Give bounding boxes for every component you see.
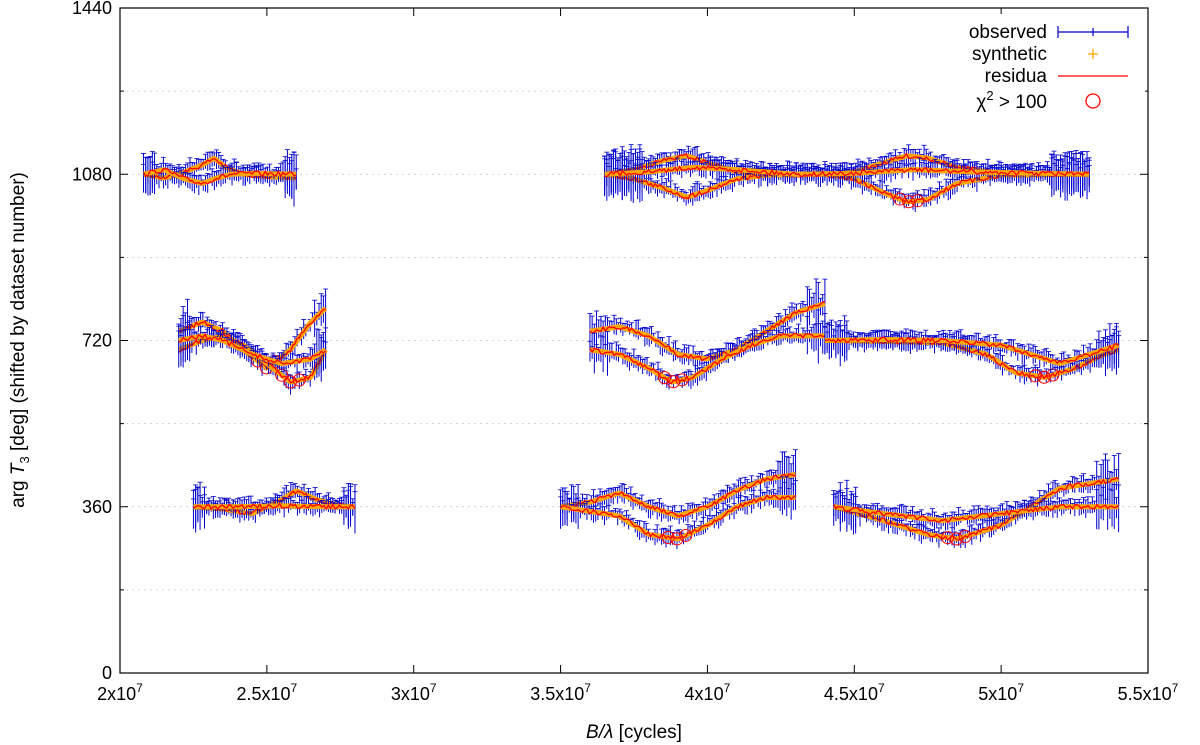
legend-key-observed [1057,26,1129,38]
x-axis-label: B/λ [cycles] [586,722,682,743]
x-tick-label: 3.5x107 [530,681,591,704]
residua-line [193,502,356,511]
residua-line [824,336,1120,364]
chi2-marker [284,375,298,389]
y-tick-label: 720 [82,331,112,351]
synthetic-curve [604,164,1090,177]
y-tick-label: 360 [82,497,112,517]
chi2-marker [670,532,684,546]
x-tick-label: 4.5x107 [824,681,885,704]
data-layer [140,144,1122,550]
x-tick-label: 4x107 [685,681,731,704]
residua-line [604,165,1090,178]
series-group [140,149,299,207]
x-tick-label: 5x107 [978,681,1024,704]
x-tick-label: 2x107 [97,681,143,704]
residua-line [143,157,297,181]
chi2-marker [1037,370,1051,384]
y-tick-label: 0 [102,663,112,683]
y-axis-label: arg T3 [deg] (shifted by dataset number) [8,172,32,508]
chi2-marker [941,531,955,545]
chi2-marker [902,195,916,209]
residua-line [589,332,825,385]
residua-line [589,300,826,362]
synthetic-curve [560,495,796,542]
chi2-marker [658,371,672,385]
y-tick-label: 1440 [72,0,112,18]
series-group [558,449,799,550]
legend: observed synthetic residua χ2 > 100 [915,14,1145,124]
y-tick-label: 1080 [72,164,112,184]
residua-line [142,167,297,185]
chi2-marker [910,194,924,208]
residua-line [560,494,796,540]
legend-label-residua: residua [985,66,1048,87]
chi2-marker [958,530,972,544]
legend-label-observed: observed [969,22,1047,43]
series-group [602,144,1092,213]
chi2-marker [893,192,907,206]
residua-line [833,477,1119,541]
x-tick-label: 2.5x107 [236,681,297,704]
residua-line [178,332,327,365]
legend-label-synthetic: synthetic [972,44,1047,65]
series-group [176,288,329,395]
legend-label-chi2: χ2 > 100 [976,88,1047,113]
legend-key-synthetic [1088,49,1098,59]
legend-key-chi2 [1085,93,1101,109]
chi2-marker [292,373,306,387]
series-group [831,453,1122,549]
series-group [587,278,1122,390]
synthetic-curve [193,503,356,510]
chi2-marker [949,532,963,546]
chi2-marker [666,375,680,389]
series-group [190,481,358,534]
residua-line [833,503,1120,524]
chi2-marker [675,373,689,387]
chi2-marker [661,531,675,545]
tick-layer: 0 360 720 1080 1440 2x107 2.5x107 3x107 3.5x107 4… [72,0,1179,704]
residua-line [560,472,796,518]
chi2-marker [679,528,693,542]
chi2-marker [1028,369,1042,383]
x-tick-label: 3x107 [391,681,437,704]
x-tick-label: 5.5x107 [1118,681,1179,704]
